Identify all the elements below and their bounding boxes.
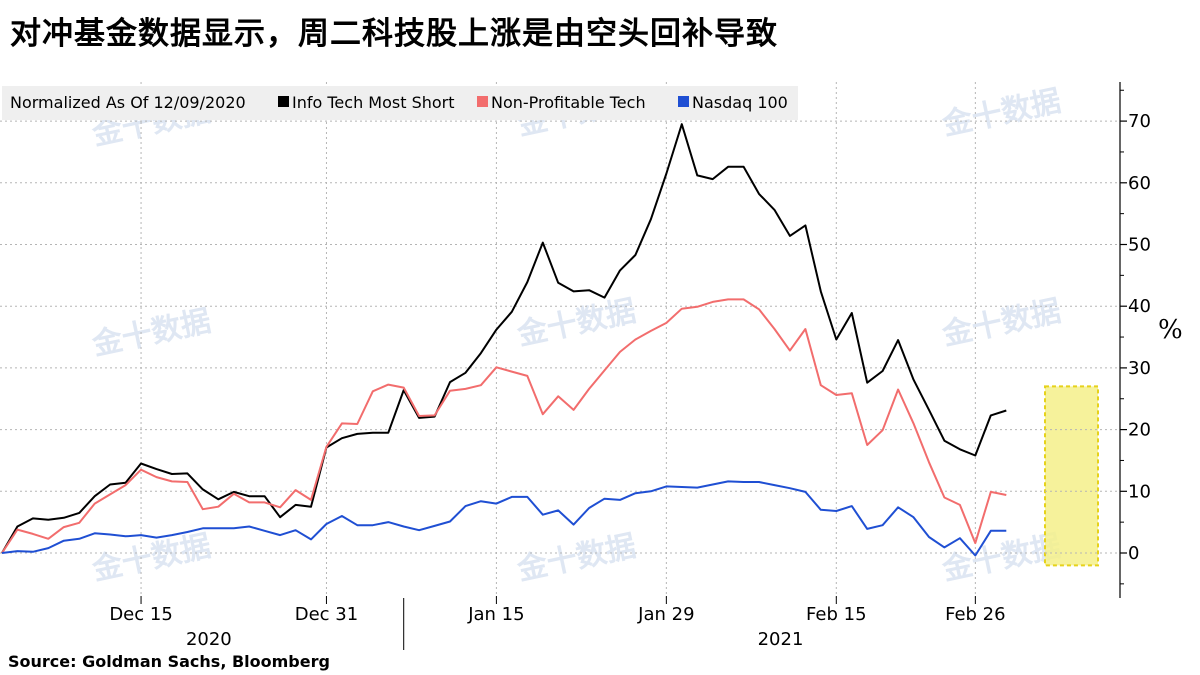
y-axis-label: %: [1158, 315, 1183, 345]
y-tick-label: 10: [1128, 481, 1151, 502]
series-line-nasdaq-100: [1, 480, 1007, 557]
legend: Normalized As Of 12/09/2020 Info Tech Mo…: [2, 86, 798, 120]
chart-title: 对冲基金数据显示，周二科技股上涨是由空头回补导致: [10, 16, 778, 52]
legend-background: [2, 86, 798, 120]
gridlines: [0, 82, 1120, 598]
watermark-text: 金十数据: [938, 84, 1064, 143]
series-line-non-profitable-tech: [1, 298, 1007, 554]
x-tick-label: Dec 15: [109, 604, 172, 625]
y-tick-label: 40: [1128, 296, 1151, 317]
legend-title: Normalized As Of 12/09/2020: [10, 93, 246, 112]
x-tick-label: Feb 26: [945, 604, 1006, 625]
y-axis: 0 10 20 30 40 50 60 70%: [1119, 82, 1183, 598]
x-tick-label: Feb 15: [806, 604, 867, 625]
y-tick-label: 30: [1128, 358, 1151, 379]
legend-swatch-non-profitable-tech: [477, 96, 488, 107]
y-tick-label: 50: [1128, 235, 1151, 256]
y-tick-label: 0: [1128, 543, 1139, 564]
watermark-text: 金十数据: [938, 294, 1064, 353]
source-note: Source: Goldman Sachs, Bloomberg: [8, 652, 330, 671]
watermark-text: 金十数据: [513, 294, 639, 353]
x-tick-label: Jan 29: [637, 604, 694, 625]
y-tick-label: 60: [1128, 173, 1151, 194]
y-tick-label: 20: [1128, 420, 1151, 441]
x-tick-label: Jan 15: [467, 604, 524, 625]
watermark-layer: 金十数据金十数据金十数据金十数据金十数据金十数据金十数据金十数据金十数据: [88, 84, 1064, 588]
x-tick-label: Dec 31: [295, 604, 358, 625]
legend-swatch-nasdaq-100: [678, 96, 689, 107]
legend-label-nasdaq-100: Nasdaq 100: [692, 93, 788, 112]
legend-label-info-tech-most-short: Info Tech Most Short: [292, 93, 455, 112]
x-year-label: 2021: [758, 629, 804, 650]
legend-swatch-info-tech-most-short: [278, 96, 289, 107]
series-line-info-tech-most-short: [1, 123, 1007, 554]
series-lines: [1, 123, 1007, 557]
watermark-text: 金十数据: [88, 304, 214, 363]
watermark-text: 金十数据: [513, 529, 639, 588]
highlight-box: [1044, 385, 1099, 567]
x-year-label: 2020: [186, 629, 232, 650]
y-tick-label: 70: [1128, 111, 1151, 132]
x-axis: Dec 15 Dec 31 Jan 15 Jan 29 Feb 15 Feb 26 2020…: [109, 596, 1006, 650]
legend-label-non-profitable-tech: Non-Profitable Tech: [491, 93, 646, 112]
